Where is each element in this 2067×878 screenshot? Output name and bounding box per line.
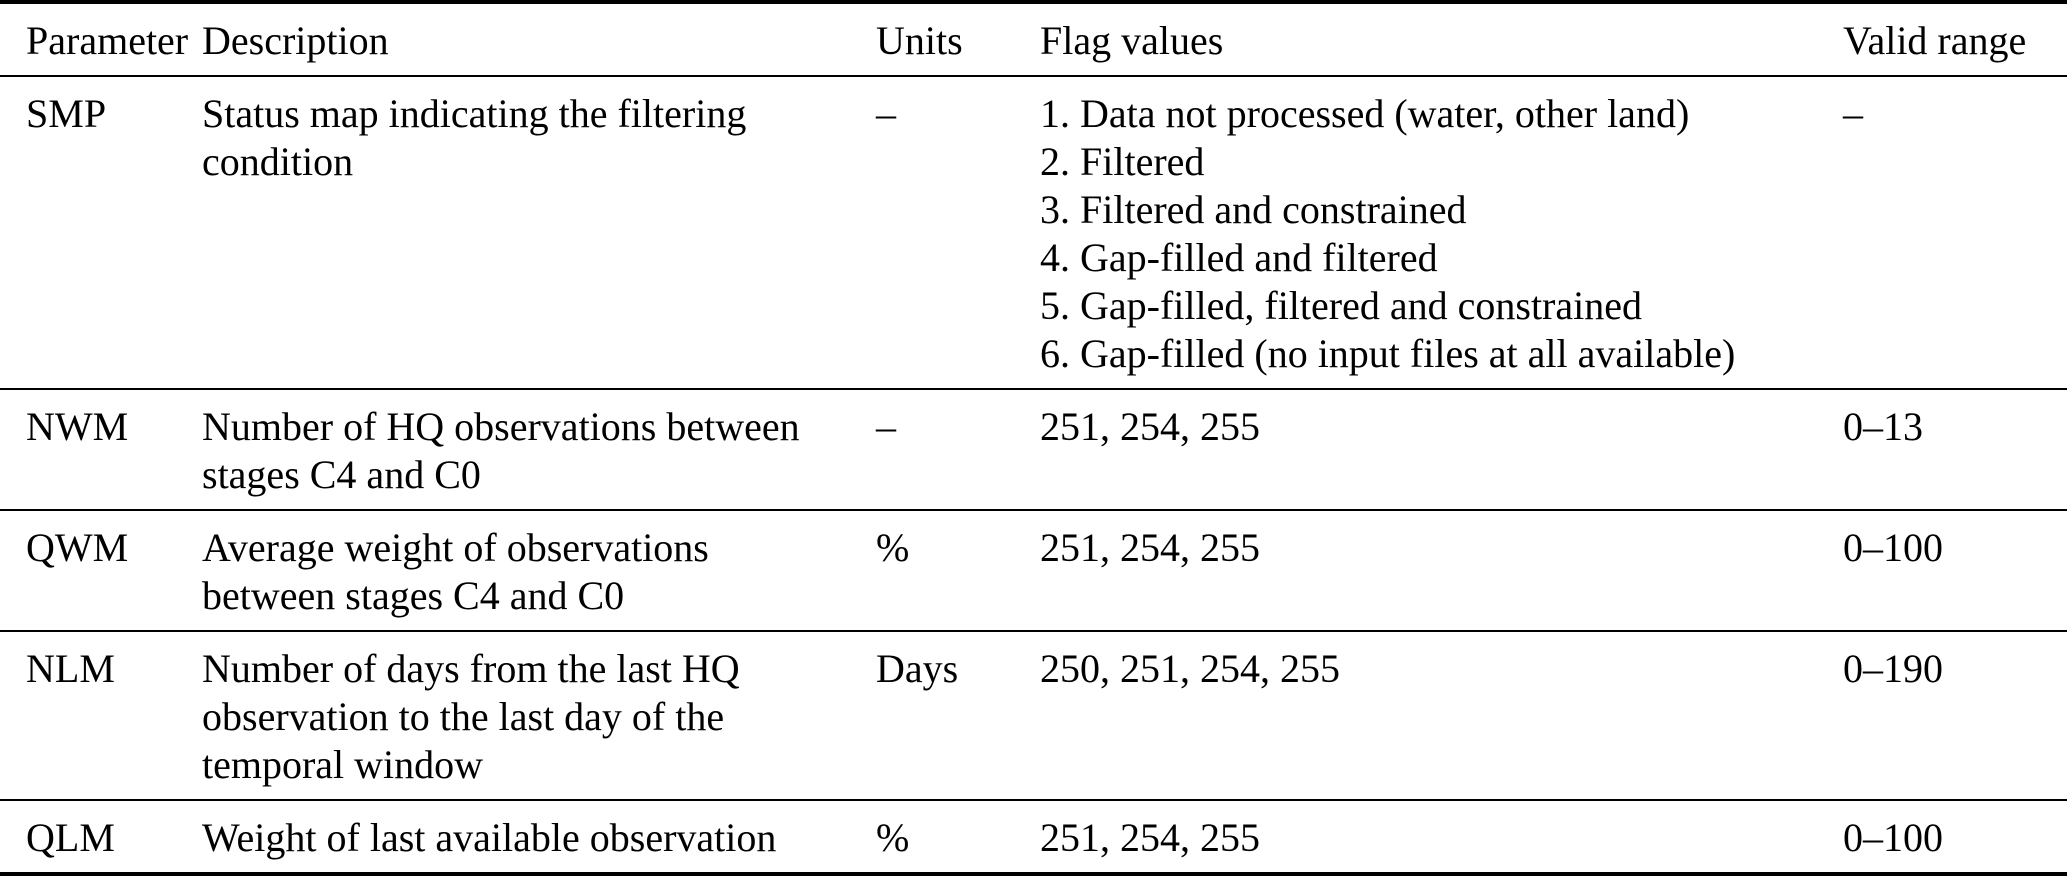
- units-cell: –: [876, 404, 896, 449]
- header-row: Parameter Description Units Flag values …: [0, 2, 2067, 76]
- valid-range-cell: 0–190: [1843, 646, 1943, 691]
- table-row-smp: SMP Status map indicating the filtering …: [0, 76, 2067, 389]
- description-cell: Average weight of observations between s…: [202, 525, 709, 618]
- flag-values-cell: 1. Data not processed (water, other land…: [1040, 91, 1736, 376]
- table-row-nwm: NWM Number of HQ observations between st…: [0, 389, 2067, 510]
- description-cell: Number of HQ observations between stages…: [202, 404, 800, 497]
- table-row-qwm: QWM Average weight of observations betwe…: [0, 510, 2067, 631]
- col-header-parameter: Parameter: [26, 18, 189, 63]
- units-cell: %: [876, 525, 910, 570]
- description-cell: Weight of last available observation: [202, 815, 777, 860]
- col-header-flag-values: Flag values: [1040, 18, 1224, 63]
- col-header-valid-range: Valid range: [1843, 18, 2027, 63]
- valid-range-cell: –: [1843, 91, 1863, 136]
- parameter-cell: NLM: [26, 646, 115, 691]
- flag-values-cell: 251, 254, 255: [1040, 815, 1260, 860]
- parameter-cell: NWM: [26, 404, 129, 449]
- valid-range-cell: 0–100: [1843, 815, 1943, 860]
- description-cell: Number of days from the last HQ observat…: [202, 646, 740, 787]
- description-cell: Status map indicating the filtering cond…: [202, 91, 747, 184]
- units-cell: Days: [876, 646, 959, 691]
- col-header-units: Units: [876, 18, 963, 63]
- valid-range-cell: 0–100: [1843, 525, 1943, 570]
- flag-values-cell: 251, 254, 255: [1040, 525, 1260, 570]
- flag-values-cell: 250, 251, 254, 255: [1040, 646, 1340, 691]
- parameter-cell: QLM: [26, 815, 115, 860]
- table-header: Parameter Description Units Flag values …: [0, 2, 2067, 76]
- valid-range-cell: 0–13: [1843, 404, 1923, 449]
- units-cell: %: [876, 815, 910, 860]
- table-row-nlm: NLM Number of days from the last HQ obse…: [0, 631, 2067, 800]
- flag-values-cell: 251, 254, 255: [1040, 404, 1260, 449]
- units-cell: –: [876, 91, 896, 136]
- parameter-cell: SMP: [26, 91, 107, 136]
- parameter-cell: QWM: [26, 525, 129, 570]
- table-row-qlm: QLM Weight of last available observation…: [0, 800, 2067, 874]
- col-header-description: Description: [202, 18, 389, 63]
- table-body: SMP Status map indicating the filtering …: [0, 76, 2067, 874]
